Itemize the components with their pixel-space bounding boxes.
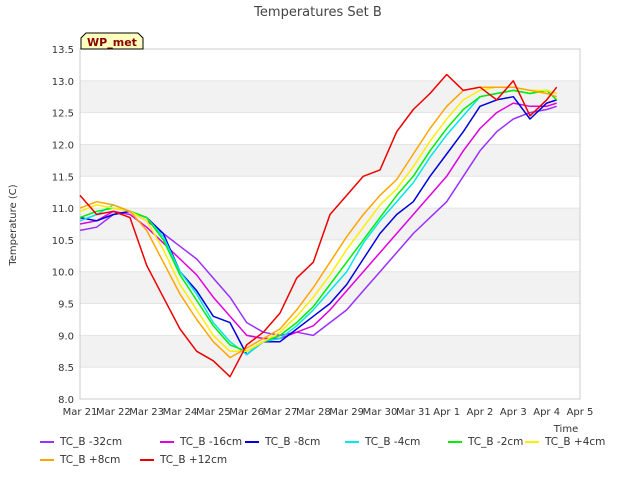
- legend-item: TC_B +12cm: [140, 454, 227, 466]
- x-tick-label: Apr 4: [533, 407, 560, 418]
- legend-swatch: [40, 459, 54, 461]
- grid-band: [80, 80, 580, 113]
- series-line-tc-b-8cm: [79, 86, 557, 359]
- x-tick-label: Mar 30: [363, 407, 398, 418]
- legend-label: TC_B +8cm: [60, 454, 121, 466]
- y-tick-label: 12.5: [52, 109, 74, 120]
- legend-item: TC_B -16cm: [160, 436, 242, 448]
- legend-item: TC_B -8cm: [245, 436, 320, 448]
- x-tick-label: Apr 5: [567, 407, 594, 418]
- x-tick-label: Mar 24: [163, 407, 198, 418]
- y-tick-label: 8.5: [58, 363, 74, 374]
- legend-item: TC_B +4cm: [525, 436, 605, 448]
- y-tick-label: 10.5: [52, 236, 74, 247]
- legend-swatch: [40, 441, 54, 443]
- x-tick-label: Mar 31: [396, 407, 431, 418]
- y-tick-label: 10.0: [52, 268, 74, 279]
- y-tick-label: 13.0: [52, 77, 74, 88]
- x-tick-label: Mar 23: [129, 407, 164, 418]
- grid-band: [80, 335, 580, 368]
- x-tick-label: Mar 22: [96, 407, 131, 418]
- series-line-tc-b-16cm: [79, 102, 557, 340]
- x-tick-label: Mar 29: [329, 407, 364, 418]
- legend-swatch: [448, 441, 462, 443]
- legend-label: TC_B +4cm: [545, 436, 606, 448]
- station-badge: WP_met: [80, 32, 144, 50]
- y-tick-label: 12.0: [52, 140, 74, 151]
- legend-label: TC_B -4cm: [365, 436, 421, 448]
- chart-title: Temperatures Set B: [253, 5, 382, 20]
- legend-item: TC_B -32cm: [40, 436, 122, 448]
- y-tick-label: 11.0: [52, 204, 74, 215]
- x-tick-label: Mar 28: [296, 407, 331, 418]
- badge-shape: [80, 32, 144, 50]
- legend-swatch: [345, 441, 359, 443]
- x-tick-label: Apr 2: [467, 407, 494, 418]
- x-tick-label: Apr 3: [500, 407, 527, 418]
- y-tick-label: 11.5: [52, 172, 74, 183]
- grid-bands: [80, 48, 580, 400]
- x-axis-label: Time: [553, 424, 578, 435]
- x-tick-label: Mar 21: [63, 407, 98, 418]
- legend-swatch: [525, 441, 539, 443]
- legend-item: TC_B -4cm: [345, 436, 420, 448]
- y-tick-label: 8.0: [58, 395, 74, 406]
- legend-item: TC_B +8cm: [40, 454, 120, 466]
- x-tick-label: Apr 1: [433, 407, 460, 418]
- series-line-tc-b-12cm: [79, 73, 558, 378]
- y-tick-label: 9.0: [58, 331, 74, 342]
- x-tick-label: Mar 25: [196, 407, 231, 418]
- grid-band: [80, 144, 580, 177]
- y-axis-label: Temperature (C): [8, 184, 19, 266]
- y-tick-label: 9.5: [58, 300, 74, 311]
- legend-swatch: [160, 441, 174, 443]
- legend-item: TC_B -2cm: [448, 436, 523, 448]
- series-line-tc-b-2cm: [79, 89, 558, 353]
- legend-swatch: [140, 459, 154, 461]
- series-lines: [79, 73, 558, 378]
- grid-band: [80, 271, 580, 304]
- legend-label: TC_B -2cm: [468, 436, 524, 448]
- badge-text: WP_met: [87, 36, 137, 49]
- y-tick-labels: 8.0 8.5 9.0 9.5 10.0 10.5 11.0 11.5 12.0 12.5 13.0…: [52, 45, 74, 406]
- legend-label: TC_B -16cm: [180, 436, 243, 448]
- y-tick-label: 13.5: [52, 45, 74, 56]
- legend-label: TC_B -8cm: [265, 436, 321, 448]
- legend-swatch: [245, 441, 259, 443]
- x-tick-label: Mar 26: [229, 407, 264, 418]
- x-tick-label: Mar 27: [263, 407, 298, 418]
- series-line-tc-b-8cm: [79, 95, 557, 356]
- legend-label: TC_B -32cm: [60, 436, 123, 448]
- legend-label: TC_B +12cm: [160, 454, 228, 466]
